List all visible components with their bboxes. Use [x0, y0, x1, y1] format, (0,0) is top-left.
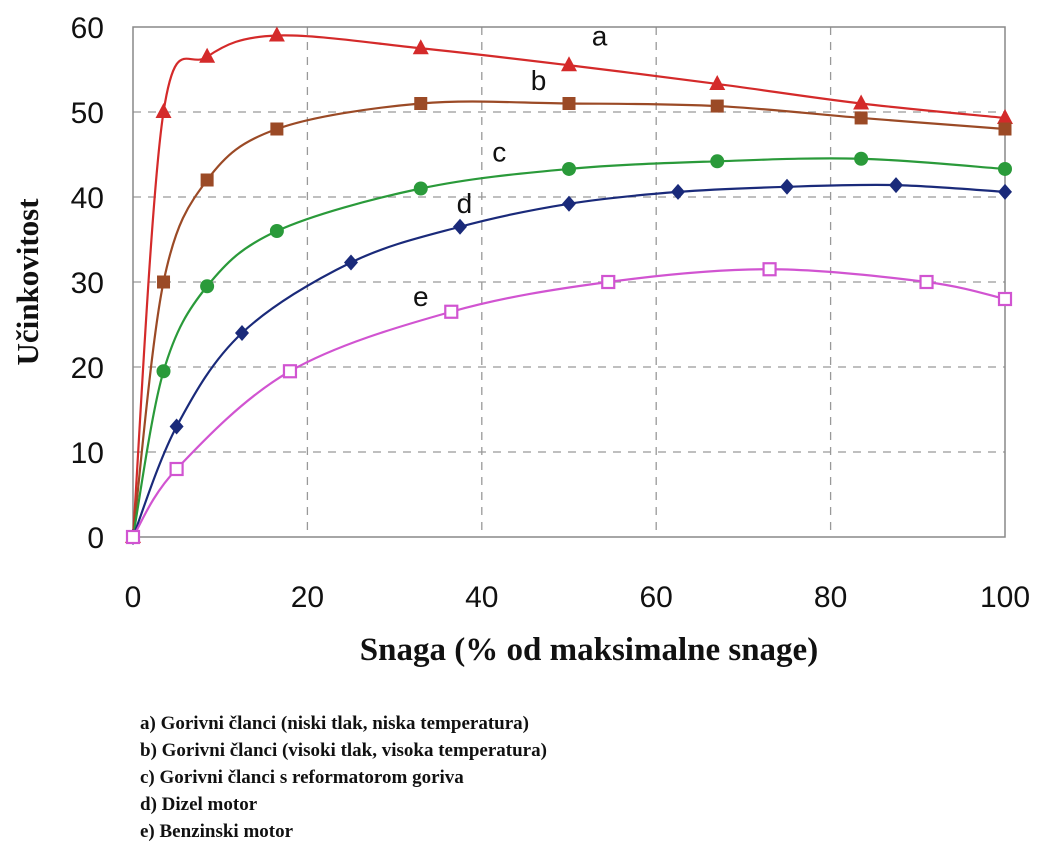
data-point-d	[998, 183, 1012, 200]
x-tick-label: 60	[640, 581, 673, 614]
y-tick-label: 30	[71, 267, 104, 300]
data-point-a	[561, 56, 577, 72]
data-point-b	[270, 122, 284, 136]
data-point-d	[344, 254, 358, 271]
x-tick-label: 20	[291, 581, 324, 614]
legend-item-a: a) Gorivni članci (niski tlak, niska tem…	[140, 713, 529, 734]
data-point-e	[282, 364, 298, 379]
series-lines	[131, 34, 1006, 538]
data-point-a	[268, 26, 285, 42]
series-line-c	[131, 157, 1006, 538]
data-point-e	[997, 291, 1013, 307]
series-tag-b: b	[531, 65, 547, 96]
y-tick-label: 10	[71, 437, 104, 470]
legend-item-c: c) Gorivni članci s reformatorom goriva	[140, 767, 464, 788]
y-tick-label: 20	[71, 352, 104, 385]
data-point-e	[444, 304, 459, 319]
y-tick-label: 0	[87, 522, 104, 555]
series-line-d	[131, 183, 1006, 538]
series-tag-a: a	[592, 21, 608, 52]
legend-item-d: d) Dizel motor	[140, 794, 258, 815]
series-line-e	[132, 268, 1006, 538]
data-point-e	[762, 262, 777, 277]
data-point-d	[453, 218, 467, 235]
legend-item-b: b) Gorivni članci (visoki tlak, visoka t…	[140, 740, 547, 761]
series-tag-c: c	[492, 136, 506, 167]
data-point-b	[414, 97, 428, 110]
data-point-b	[710, 99, 724, 113]
data-point-d	[671, 183, 685, 200]
series-tag-d: d	[457, 188, 473, 219]
data-point-e	[601, 274, 616, 290]
data-point-c	[562, 161, 576, 176]
data-point-b	[998, 122, 1012, 136]
data-point-d	[169, 418, 184, 435]
data-point-d	[889, 177, 903, 194]
efficiency-chart: 0 20 40 60 80 100 0 10 20 30 40 50 60 a b cd e Snaga (%…	[10, 12, 1030, 668]
data-point-c	[710, 154, 725, 169]
plot-area-border	[132, 26, 1006, 538]
data-point-a	[412, 39, 429, 55]
data-point-c	[269, 224, 284, 238]
data-point-c	[200, 279, 215, 294]
series-name-labels: a b cd e	[413, 21, 608, 312]
data-point-a	[997, 108, 1013, 124]
x-tick-label: 0	[125, 581, 142, 614]
x-tick-label: 80	[814, 581, 847, 614]
data-point-d	[562, 195, 576, 212]
x-axis-title: Snaga (% od maksimalne snage)	[360, 632, 818, 668]
x-tick-label: 40	[465, 581, 498, 614]
series-markers	[125, 26, 1013, 545]
series-line-a	[131, 34, 1006, 538]
data-point-b	[200, 173, 214, 187]
data-point-a	[853, 94, 870, 110]
data-point-d	[235, 325, 249, 341]
data-point-a	[199, 47, 216, 63]
tick-labels: 0 20 40 60 80 100 0 10 20 30 40 50 60	[71, 12, 1030, 614]
data-point-c	[156, 364, 171, 379]
data-point-c	[998, 161, 1012, 176]
data-point-c	[413, 181, 428, 196]
y-tick-label: 60	[71, 12, 104, 45]
data-point-e	[125, 529, 141, 545]
data-point-b	[854, 111, 868, 125]
data-point-e	[919, 274, 934, 290]
data-point-d	[780, 178, 794, 195]
data-point-b	[562, 97, 576, 110]
data-point-b	[157, 275, 171, 289]
grid-lines	[133, 27, 1005, 537]
y-tick-label: 40	[71, 182, 104, 215]
data-point-a	[709, 74, 726, 90]
legend: a) Gorivni članci (niski tlak, niska tem…	[140, 710, 547, 845]
data-point-e	[169, 461, 184, 477]
data-point-c	[854, 151, 869, 166]
legend-item-e: e) Benzinski motor	[140, 821, 294, 842]
x-tick-label: 100	[980, 581, 1030, 614]
series-tag-e: e	[413, 281, 429, 312]
data-point-a	[155, 103, 172, 118]
y-tick-label: 50	[71, 97, 104, 130]
y-axis-title: Učinkovitost	[10, 198, 45, 366]
